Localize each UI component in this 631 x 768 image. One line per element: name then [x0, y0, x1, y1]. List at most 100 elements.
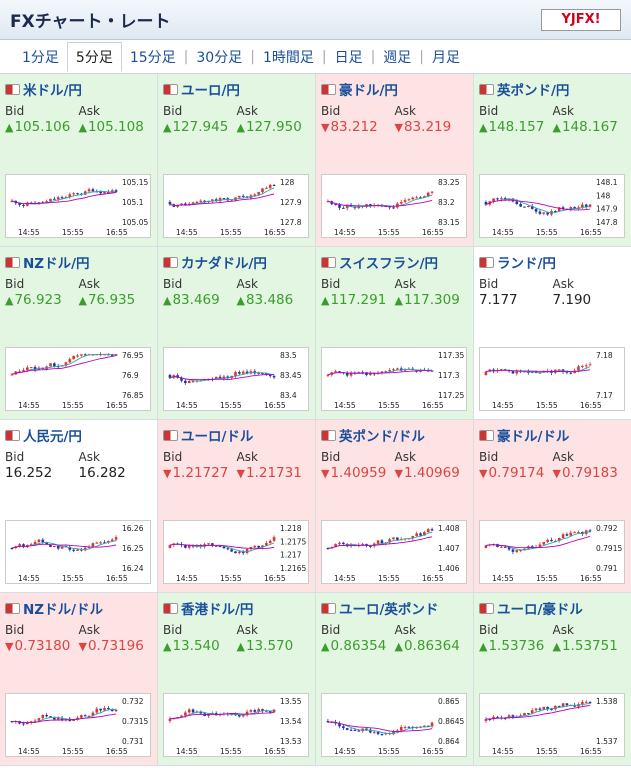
tab-1[interactable]: 5分足: [66, 42, 122, 72]
candle-body: [365, 728, 368, 730]
pair-label[interactable]: ランド/円: [497, 256, 556, 272]
candle-body: [241, 371, 245, 374]
pair-label[interactable]: 人民元/円: [23, 429, 82, 445]
candle-body: [345, 728, 349, 730]
candle-body: [515, 201, 519, 205]
mini-chart[interactable]: 7.18 7.17 14:55 15:55 16:55: [479, 347, 625, 411]
pair-label[interactable]: 豪ドル/ドル: [497, 429, 570, 445]
tab-0[interactable]: 1分足: [22, 49, 59, 66]
x-tick-label: 16:55: [422, 574, 444, 583]
rate-card[interactable]: ユーロ/英ポンド Bid Ask ▲0.86354 ▲0.86364 0.865 0.864…: [316, 593, 474, 766]
pair-name[interactable]: 香港ドル/円: [163, 599, 310, 618]
yjfx-logo[interactable]: YJFX!: [541, 8, 621, 31]
price-labels: Bid Ask: [321, 104, 468, 118]
pair-label[interactable]: NZドル/円: [23, 256, 90, 272]
mini-chart[interactable]: 83.25 83.2 83.15 14:55 15:55 16:55: [321, 174, 467, 238]
mini-chart[interactable]: 128 127.9 127.8 14:55 15:55 16:55: [163, 174, 309, 238]
mini-chart[interactable]: 0.865 0.8645 0.864 14:55 15:55 16:55: [321, 693, 467, 757]
tab-2[interactable]: 15分足: [129, 49, 176, 66]
pair-name[interactable]: カナダドル/円: [163, 253, 310, 272]
candle-body: [76, 193, 79, 195]
bid-value: ▲127.945: [163, 119, 229, 135]
pair-name[interactable]: 英ポンド/円: [479, 80, 626, 99]
mini-chart[interactable]: 1.538 1.537 14:55 15:55 16:55: [479, 693, 625, 757]
pair-name[interactable]: 英ポンド/ドル: [321, 426, 468, 445]
pair-label[interactable]: 英ポンド/円: [497, 83, 570, 99]
pair-name[interactable]: スイスフラン/円: [321, 253, 468, 272]
tab-4[interactable]: 1時間足: [262, 49, 314, 66]
candle-body: [557, 705, 561, 707]
x-tick-label: 14:55: [334, 747, 356, 756]
pair-label[interactable]: 英ポンド/ドル: [339, 429, 425, 445]
rate-card[interactable]: 英ポンド/円 Bid Ask ▲148.157 ▲148.167 148.1 148 147.…: [474, 74, 631, 247]
pair-name[interactable]: ユーロ/円: [163, 80, 310, 99]
up-arrow-icon: ▲: [394, 640, 403, 653]
candle-body: [18, 544, 21, 547]
rate-card[interactable]: ユーロ/ドル Bid Ask ▼1.21727 ▼1.21731 1.218 1.2175 1…: [158, 420, 316, 593]
pair-label[interactable]: ユーロ/豪ドル: [497, 602, 583, 618]
rate-card[interactable]: 香港ドル/円 Bid Ask ▲13.540 ▲13.570 13.55 13.54 13.5…: [158, 593, 316, 766]
y-tick-label: 147.9: [596, 205, 618, 214]
pair-label[interactable]: ユーロ/円: [181, 83, 240, 99]
mini-chart[interactable]: 105.15 105.1 105.05 14:55 15:55 16:55: [5, 174, 151, 238]
pair-label[interactable]: NZドル/ドル: [23, 602, 104, 618]
pair-name[interactable]: NZドル/円: [5, 253, 152, 272]
mini-chart[interactable]: 16.26 16.25 16.24 14:55 15:55 16:55: [5, 520, 151, 584]
tab-3[interactable]: 30分足: [196, 49, 243, 66]
tab-6[interactable]: 週足: [383, 49, 412, 66]
pair-label[interactable]: カナダドル/円: [181, 256, 267, 272]
pair-label[interactable]: ユーロ/英ポンド: [339, 602, 439, 618]
rate-card[interactable]: 英ポンド/ドル Bid Ask ▼1.40959 ▼1.40969 1.408 1.407 1…: [316, 420, 474, 593]
pair-name[interactable]: NZドル/ドル: [5, 599, 152, 618]
pair-name[interactable]: ランド/円: [479, 253, 626, 272]
mini-chart[interactable]: 76.95 76.9 76.85 14:55 15:55 16:55: [5, 347, 151, 411]
tab-5[interactable]: 日足: [334, 49, 363, 66]
rate-card[interactable]: カナダドル/円 Bid Ask ▲83.469 ▲83.486 83.5 83.45 83.4…: [158, 247, 316, 420]
pair-label[interactable]: 豪ドル/円: [339, 83, 398, 99]
candle-body: [180, 203, 183, 205]
bid-value: ▲76.923: [5, 292, 62, 308]
currency-flag-icon: [479, 83, 494, 95]
mini-chart[interactable]: 117.35 117.3 117.25 14:55 15:55 16:55: [321, 347, 467, 411]
mini-chart[interactable]: 13.55 13.54 13.53 14:55 15:55 16:55: [163, 693, 309, 757]
pair-name[interactable]: ユーロ/英ポンド: [321, 599, 468, 618]
rate-card[interactable]: ユーロ/円 Bid Ask ▲127.945 ▲127.950 128 127.9 127.8…: [158, 74, 316, 247]
rate-card[interactable]: ランド/円 Bid Ask 7.177 7.190 7.18 7.17 14:55 15:55 1…: [474, 247, 631, 420]
rate-card[interactable]: 豪ドル/円 Bid Ask ▼83.212 ▼83.219 83.25 83.2 83.15 1…: [316, 74, 474, 247]
rate-card[interactable]: 米ドル/円 Bid Ask ▲105.106 ▲105.108 105.15 105.1 10…: [0, 74, 158, 247]
pair-name[interactable]: ユーロ/ドル: [163, 426, 310, 445]
candle-body: [542, 542, 546, 545]
candle-body: [388, 539, 391, 543]
rate-card[interactable]: 豪ドル/ドル Bid Ask ▼0.79174 ▼0.79183 0.792 0.7915 0…: [474, 420, 631, 593]
mini-chart[interactable]: 0.732 0.7315 0.731 14:55 15:55 16:55: [5, 693, 151, 757]
tab-7[interactable]: 月足: [432, 49, 461, 66]
mini-chart[interactable]: 1.408 1.407 1.406 14:55 15:55 16:55: [321, 520, 467, 584]
rate-card[interactable]: NZドル/円 Bid Ask ▲76.923 ▲76.935 76.95 76.9 76.85…: [0, 247, 158, 420]
candle-body: [187, 545, 191, 548]
mini-chart[interactable]: 83.5 83.45 83.4 14:55 15:55 16:55: [163, 347, 309, 411]
mini-chart[interactable]: 0.792 0.7915 0.791 14:55 15:55 16:55: [479, 520, 625, 584]
long-ma-line: [11, 543, 117, 549]
bid-label: Bid: [163, 104, 183, 118]
rate-card[interactable]: ユーロ/豪ドル Bid Ask ▲1.53736 ▲1.53751 1.538 1.537 1…: [474, 593, 631, 766]
bid-value: ▲13.540: [163, 638, 220, 654]
pair-name[interactable]: 豪ドル/ドル: [479, 426, 626, 445]
y-tick-label: 16.26: [122, 524, 144, 533]
rate-card[interactable]: NZドル/ドル Bid Ask ▼0.73180 ▼0.73196 0.732 0.7315…: [0, 593, 158, 766]
rate-card[interactable]: スイスフラン/円 Bid Ask ▲117.291 ▲117.309 117.35 117.…: [316, 247, 474, 420]
candle-body: [511, 370, 515, 374]
mini-chart[interactable]: 148.1 148 147.9 147.8 14:55 15:55 16:55: [479, 174, 625, 238]
ask-label: Ask: [236, 450, 258, 464]
pair-name[interactable]: 人民元/円: [5, 426, 152, 445]
pair-label[interactable]: 香港ドル/円: [181, 602, 254, 618]
candle-body: [41, 715, 45, 719]
pair-label[interactable]: スイスフラン/円: [339, 256, 439, 272]
pair-name[interactable]: ユーロ/豪ドル: [479, 599, 626, 618]
candle-body: [492, 369, 495, 372]
pair-label[interactable]: ユーロ/ドル: [181, 429, 254, 445]
pair-label[interactable]: 米ドル/円: [23, 83, 82, 99]
pair-name[interactable]: 豪ドル/円: [321, 80, 468, 99]
pair-name[interactable]: 米ドル/円: [5, 80, 152, 99]
rate-card[interactable]: 人民元/円 Bid Ask 16.252 16.282 16.26 16.25 16.24 14…: [0, 420, 158, 593]
mini-chart[interactable]: 1.218 1.2175 1.217 1.2165 14:55 15:55 16:55: [163, 520, 309, 584]
